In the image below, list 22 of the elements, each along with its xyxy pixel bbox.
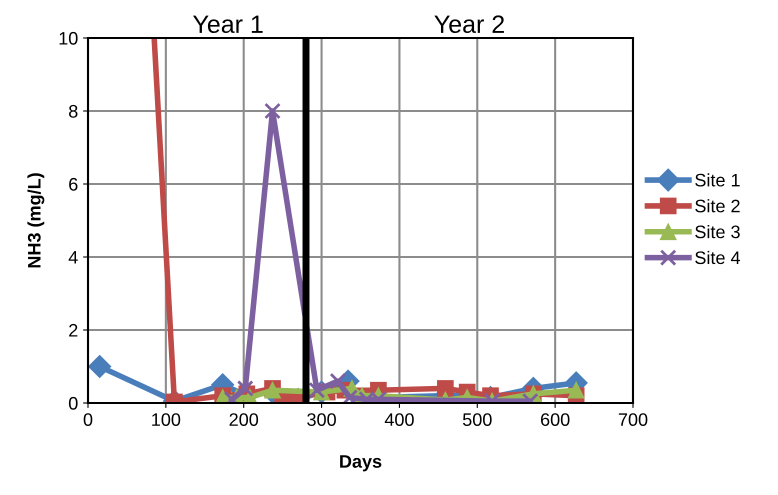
y-tick-label: 4 xyxy=(68,251,78,264)
x-tick-label: 500 xyxy=(462,413,492,426)
legend-label: Site 4 xyxy=(695,250,740,264)
y-tick-label: 8 xyxy=(69,104,78,118)
legend-label: Site 2 xyxy=(695,199,740,212)
y-tick-label: 2 xyxy=(69,324,78,337)
legend-label: Site 3 xyxy=(695,225,740,238)
x-axis-title: Days xyxy=(340,455,382,472)
x-tick-label: 100 xyxy=(152,413,180,426)
y-axis-title: NH3 (mg/L) xyxy=(27,173,44,268)
legend-label: Site 1 xyxy=(695,173,740,187)
x-tick-label: 600 xyxy=(541,413,570,426)
text: Year 1 xyxy=(193,16,263,34)
x-tick-label: 700 xyxy=(618,413,648,426)
x-tick-label: 400 xyxy=(384,413,414,426)
x-tick-label: 200 xyxy=(230,413,258,426)
x-tick-label: 300 xyxy=(307,413,336,426)
y-tick-label: 0 xyxy=(68,396,78,410)
y-tick-label: 10 xyxy=(60,32,78,45)
text: Year 2 xyxy=(434,15,504,34)
y-tick-label: 6 xyxy=(69,178,78,191)
x-tick-label: 0 xyxy=(84,413,92,426)
